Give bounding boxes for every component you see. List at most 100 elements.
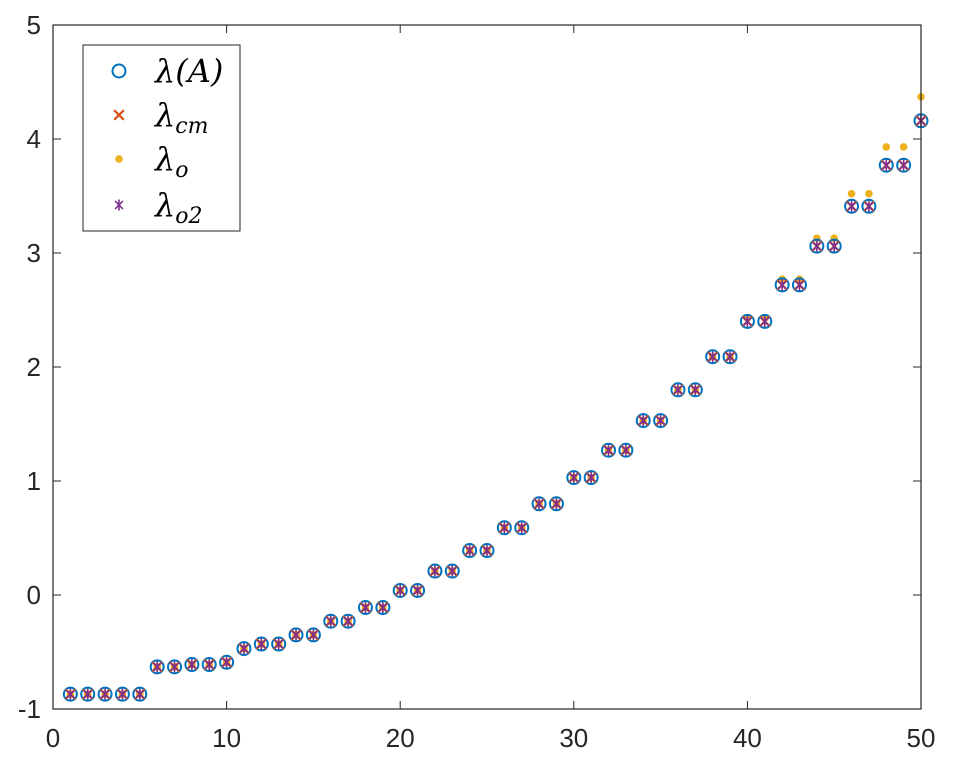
data-point [97,686,113,702]
data-marks [62,93,929,702]
data-point [534,497,544,510]
data-point [184,657,200,673]
data-point [201,657,217,673]
data-point [392,582,408,598]
legend-label-subscript: o2 [175,204,202,229]
data-point [340,613,356,629]
x-tick-label: 30 [559,723,588,753]
data-point [708,350,718,363]
data-point [343,615,353,628]
legend-label-base: λ [153,96,175,134]
data-point [118,688,127,700]
data-point [253,636,269,652]
data-point [152,661,162,673]
data-point [447,565,457,577]
data-point [410,582,426,598]
data-point [482,544,492,557]
data-point [687,382,703,398]
data-point [847,189,856,198]
data-point [496,520,512,536]
legend-label: λo2 [153,186,203,229]
data-point [149,659,165,675]
x-tick-label: 20 [386,723,415,753]
data-point [760,315,770,328]
data-point [236,641,252,657]
data-point [739,313,755,329]
data-point [531,496,547,512]
data-point [62,686,78,702]
data-point [170,661,179,673]
legend-label: λo [153,140,189,183]
data-point [865,189,873,198]
data-point [656,414,665,427]
data-point [413,584,422,597]
data-point [427,563,443,579]
data-point [309,629,318,641]
data-point [899,159,908,172]
data-point [256,638,266,650]
legend-label: λcm [153,96,208,139]
data-point [167,659,183,675]
legend-label: λ(A) [153,52,223,90]
data-point [861,198,877,214]
x-tick-label: 50 [907,723,936,753]
legend-label-subscript: o [175,158,188,183]
data-point [395,584,405,597]
data-point [288,627,304,643]
data-point [274,638,284,650]
data-point [291,629,301,641]
legend-marker [114,199,124,211]
data-point [479,543,495,559]
data-point [462,543,478,559]
data-point [878,157,894,173]
data-point [795,279,804,291]
data-point [430,565,440,577]
x-tick-label: 10 [212,723,241,753]
data-point [844,198,860,214]
data-point [638,414,648,427]
data-point [548,496,564,512]
y-tick-label: 1 [27,466,41,496]
data-point [239,642,249,655]
data-point [812,240,822,252]
data-point [791,277,807,293]
y-tick-label: -1 [18,694,41,724]
data-point [757,313,773,329]
data-point [882,143,891,151]
data-point [517,521,527,534]
data-point [896,157,912,173]
data-point [514,520,530,536]
data-point [621,444,631,457]
series-circle [62,113,929,702]
data-point [826,238,842,254]
data-point [378,601,388,614]
legend-label-base: λ [153,140,175,178]
data-point [586,471,596,484]
data-point [601,442,617,458]
series-asterisk [66,114,926,700]
data-point [569,471,579,484]
data-point [135,688,145,700]
data-point [722,349,738,365]
y-tick-label: 5 [27,10,41,40]
x-tick-label: 40 [733,723,762,753]
data-point [500,521,509,534]
data-point [777,279,787,291]
data-point [881,159,891,172]
data-point [271,636,287,652]
legend-marker [113,109,125,121]
plot-frame [52,24,922,710]
data-point [326,615,336,628]
data-point [83,688,93,700]
legend-label-base: λ(A) [153,52,223,90]
data-point [604,444,613,457]
data-point [583,470,599,486]
data-point [809,238,825,254]
legend-box [82,44,241,232]
data-point [305,627,321,643]
data-point [114,686,130,702]
data-point [204,658,214,671]
data-point [100,688,110,700]
